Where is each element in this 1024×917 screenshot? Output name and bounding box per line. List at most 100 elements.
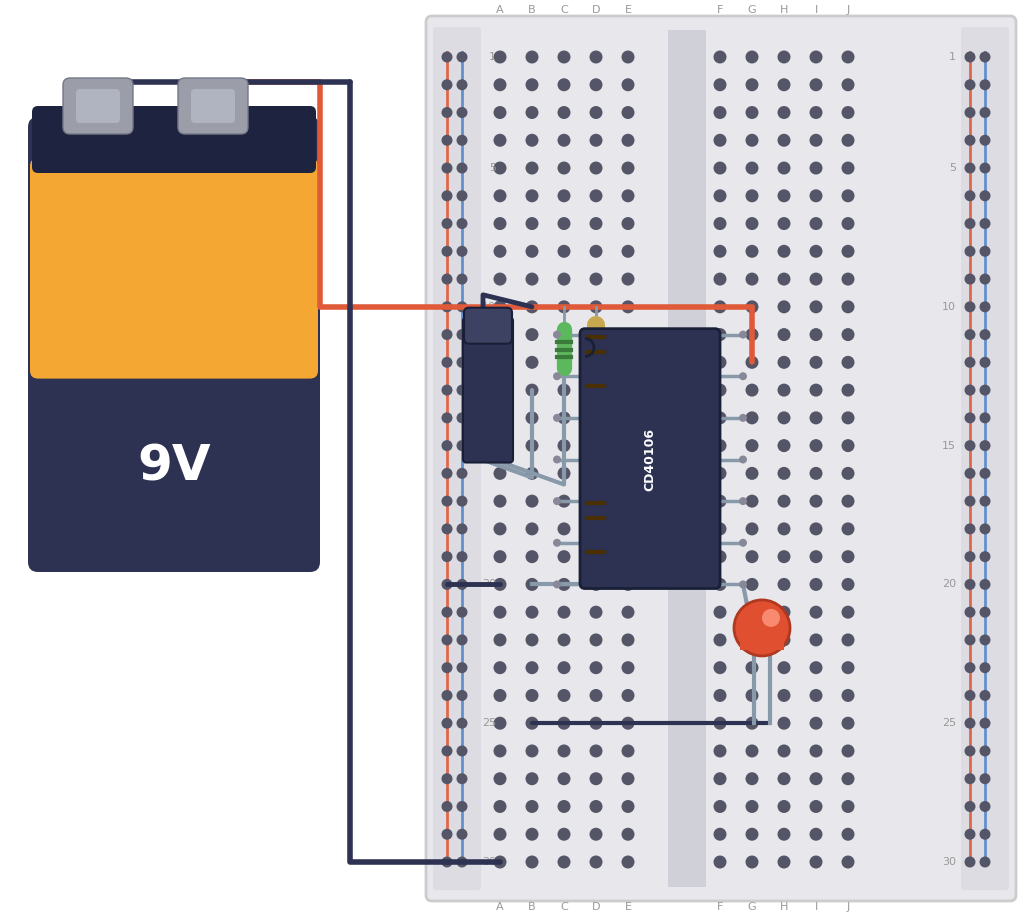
Circle shape bbox=[810, 217, 822, 230]
Circle shape bbox=[842, 467, 854, 480]
Circle shape bbox=[525, 50, 539, 63]
Circle shape bbox=[745, 356, 759, 369]
Circle shape bbox=[441, 302, 453, 313]
Circle shape bbox=[777, 328, 791, 341]
Circle shape bbox=[494, 301, 507, 314]
Circle shape bbox=[525, 605, 539, 619]
Circle shape bbox=[557, 856, 570, 868]
Circle shape bbox=[810, 578, 822, 591]
Circle shape bbox=[810, 661, 822, 674]
Circle shape bbox=[745, 494, 759, 508]
Circle shape bbox=[965, 357, 976, 368]
Circle shape bbox=[525, 134, 539, 147]
Circle shape bbox=[714, 523, 726, 536]
Circle shape bbox=[590, 523, 602, 536]
Circle shape bbox=[590, 634, 602, 646]
Circle shape bbox=[590, 412, 602, 425]
Circle shape bbox=[622, 245, 635, 258]
Circle shape bbox=[457, 135, 468, 146]
Circle shape bbox=[714, 772, 726, 785]
Circle shape bbox=[810, 523, 822, 536]
Circle shape bbox=[980, 551, 990, 562]
Circle shape bbox=[590, 717, 602, 730]
Text: J: J bbox=[847, 5, 850, 15]
Circle shape bbox=[622, 523, 635, 536]
Circle shape bbox=[457, 218, 468, 229]
Circle shape bbox=[622, 467, 635, 480]
Circle shape bbox=[457, 607, 468, 618]
Circle shape bbox=[590, 301, 602, 314]
Circle shape bbox=[457, 302, 468, 313]
Circle shape bbox=[980, 357, 990, 368]
Circle shape bbox=[525, 272, 539, 285]
FancyBboxPatch shape bbox=[426, 16, 1016, 901]
Circle shape bbox=[980, 495, 990, 506]
Circle shape bbox=[777, 301, 791, 314]
Text: 20: 20 bbox=[942, 580, 956, 590]
Circle shape bbox=[494, 828, 507, 841]
Circle shape bbox=[739, 372, 746, 381]
Circle shape bbox=[842, 661, 854, 674]
FancyBboxPatch shape bbox=[433, 27, 481, 890]
Circle shape bbox=[810, 356, 822, 369]
Circle shape bbox=[777, 189, 791, 203]
Circle shape bbox=[965, 218, 976, 229]
Circle shape bbox=[557, 134, 570, 147]
Circle shape bbox=[810, 717, 822, 730]
Circle shape bbox=[525, 856, 539, 868]
Circle shape bbox=[441, 384, 453, 395]
Circle shape bbox=[557, 717, 570, 730]
Circle shape bbox=[745, 328, 759, 341]
Circle shape bbox=[777, 467, 791, 480]
Circle shape bbox=[590, 578, 602, 591]
Circle shape bbox=[777, 106, 791, 119]
Circle shape bbox=[777, 605, 791, 619]
Circle shape bbox=[557, 578, 570, 591]
Circle shape bbox=[494, 661, 507, 674]
Circle shape bbox=[441, 191, 453, 202]
Circle shape bbox=[745, 772, 759, 785]
Circle shape bbox=[553, 497, 561, 505]
Circle shape bbox=[965, 718, 976, 729]
Circle shape bbox=[714, 189, 726, 203]
Circle shape bbox=[622, 661, 635, 674]
Circle shape bbox=[557, 661, 570, 674]
Circle shape bbox=[557, 301, 570, 314]
Circle shape bbox=[842, 134, 854, 147]
Circle shape bbox=[622, 745, 635, 757]
Circle shape bbox=[980, 79, 990, 90]
Circle shape bbox=[525, 161, 539, 174]
Circle shape bbox=[557, 189, 570, 203]
Circle shape bbox=[557, 605, 570, 619]
Circle shape bbox=[590, 605, 602, 619]
Circle shape bbox=[965, 329, 976, 340]
Circle shape bbox=[980, 579, 990, 590]
Circle shape bbox=[842, 523, 854, 536]
Circle shape bbox=[842, 301, 854, 314]
Circle shape bbox=[965, 690, 976, 701]
Circle shape bbox=[777, 412, 791, 425]
Text: I: I bbox=[814, 5, 817, 15]
Circle shape bbox=[842, 161, 854, 174]
Circle shape bbox=[557, 467, 570, 480]
Circle shape bbox=[441, 329, 453, 340]
Circle shape bbox=[965, 162, 976, 173]
Circle shape bbox=[622, 106, 635, 119]
Circle shape bbox=[980, 302, 990, 313]
Circle shape bbox=[590, 78, 602, 92]
Text: 30: 30 bbox=[482, 857, 496, 867]
Circle shape bbox=[745, 717, 759, 730]
Circle shape bbox=[525, 467, 539, 480]
Circle shape bbox=[441, 524, 453, 535]
Circle shape bbox=[622, 272, 635, 285]
Circle shape bbox=[590, 828, 602, 841]
Text: E: E bbox=[625, 5, 632, 15]
Circle shape bbox=[714, 78, 726, 92]
Circle shape bbox=[441, 107, 453, 118]
Circle shape bbox=[457, 357, 468, 368]
Circle shape bbox=[457, 191, 468, 202]
Circle shape bbox=[557, 161, 570, 174]
Circle shape bbox=[590, 800, 602, 813]
Text: F: F bbox=[717, 902, 723, 912]
FancyBboxPatch shape bbox=[76, 89, 120, 123]
